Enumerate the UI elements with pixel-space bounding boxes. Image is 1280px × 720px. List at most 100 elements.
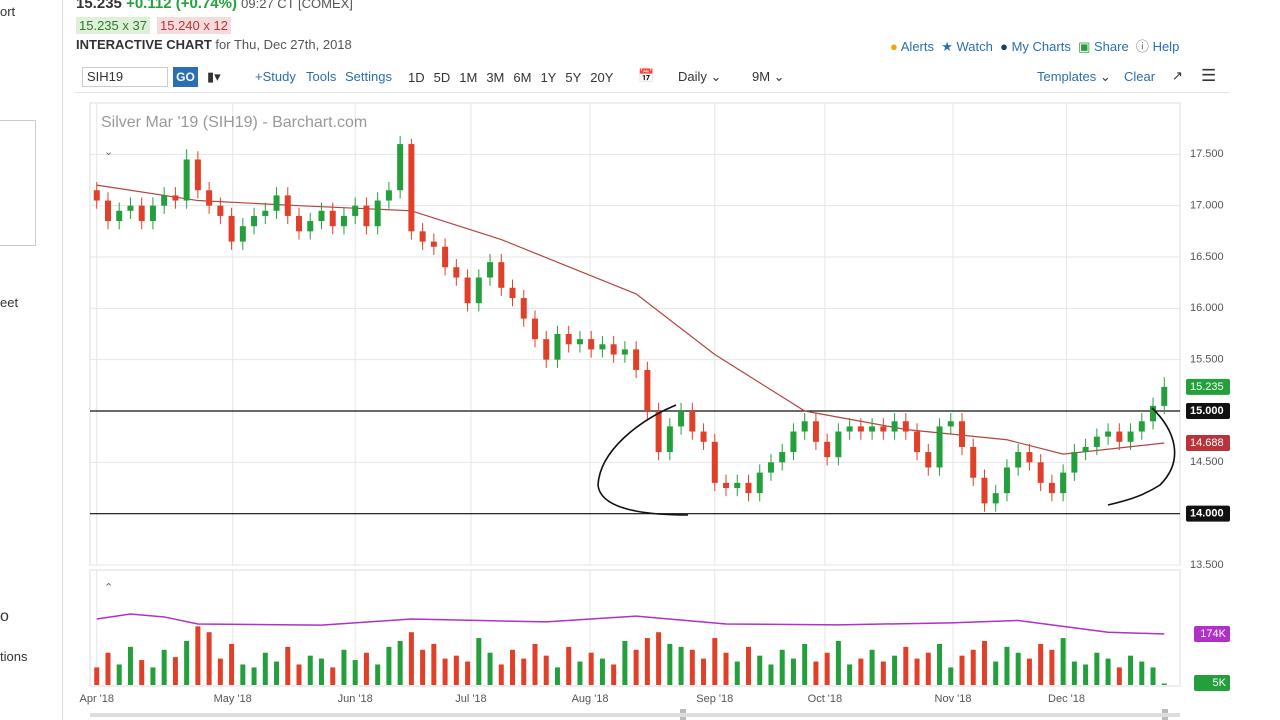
range[interactable]: 1M [459,70,478,85]
settings[interactable]: Settings [345,69,392,84]
moving-average [96,184,1165,455]
expand[interactable]: ↗ [1172,68,1183,83]
volume-bar [453,655,459,685]
x-tick-label: Jul '18 [455,693,486,705]
price-tag-label: 14.000 [1190,508,1224,520]
volume-bar [914,658,920,685]
volume-bar [262,652,268,685]
y-tick-label: 13.500 [1190,559,1224,571]
candle-body [127,205,134,211]
volume-bar [285,646,291,685]
x-tick-label: Nov '18 [935,693,972,705]
volume-bar [195,626,201,685]
candle-body [509,287,516,299]
range[interactable]: 1Y [540,70,557,85]
volume-bar [959,655,965,685]
volume-bar [1139,661,1145,685]
candle-body [812,421,819,442]
candle-body [779,452,786,463]
candle-body [194,159,201,191]
volume-bar [476,638,482,685]
link[interactable]: Help [1152,39,1180,54]
volume-bar [577,661,583,685]
change: +0.112 (+0.74%) [126,0,237,12]
volume-bar [161,649,167,685]
candle-body [374,200,381,227]
candle-body [430,241,437,247]
sidebar-item[interactable]: o [0,608,9,625]
candle-body [453,267,460,278]
sidebar-item[interactable]: tions [0,649,28,664]
candle-body [138,205,145,222]
candle-body [340,215,347,227]
link[interactable]: Alerts [900,39,934,54]
range[interactable]: 3M [486,70,505,85]
collapse[interactable]: ⌃ [104,582,113,594]
candle-body [419,231,426,242]
candle-body [397,144,404,191]
volume-bar [1094,652,1100,685]
chart-type[interactable]: ▮▾ [207,69,221,84]
volume-bar [611,664,617,685]
volume-frame [89,569,1181,687]
menu[interactable]: ☰ [1201,66,1217,85]
candle-body [835,431,842,458]
range[interactable]: 20Y [590,70,614,85]
volume-bar [386,646,392,685]
interval-label: Daily [678,69,707,84]
tools[interactable]: Tools [306,69,337,84]
volume-bar [465,661,471,685]
range[interactable]: 5Y [565,70,582,85]
go-button[interactable]: GO [173,67,198,87]
volume-bar [251,667,257,685]
volume-bar [229,643,235,685]
link[interactable]: Share [1093,39,1129,54]
candle-body [745,482,752,494]
volume-bar [116,664,122,685]
volume-bar [993,661,999,685]
candle-body [296,215,303,232]
templates[interactable]: Templates ⌄ [1037,69,1111,84]
sidebar-item[interactable]: ort [0,4,16,19]
volume-bar [588,652,594,685]
volume-bar [150,667,156,685]
volume-bar [510,649,516,685]
range[interactable]: 5D [433,70,451,85]
candle-body [363,205,370,227]
study[interactable]: +Study [255,69,296,84]
candle-body [767,462,774,473]
candle-body [1093,436,1100,447]
candle-body [104,200,111,222]
candle-body [385,190,392,201]
candle-body [217,205,224,216]
candle-body [610,344,617,355]
volume-bar [1116,667,1122,685]
price-tag [1186,378,1230,395]
period[interactable]: 9M ⌄ [752,69,785,84]
clear[interactable]: Clear [1124,69,1156,84]
candle-body [723,482,730,488]
y-tick-label: 17.000 [1190,200,1224,212]
volume-bar [363,652,369,685]
symbol-input[interactable]: SIH19 [82,67,168,87]
volume-bar [813,661,819,685]
sidebar-item[interactable]: eet [0,295,19,310]
interval[interactable]: Daily ⌄ [678,69,722,84]
link[interactable]: My Charts [1011,39,1071,54]
collapse[interactable]: ⌄ [104,146,113,158]
link[interactable]: Watch [956,39,993,54]
calendar[interactable]: 📅 [638,68,655,83]
volume-bar [408,632,414,685]
volume-bar [127,646,133,685]
candle-body [284,195,291,216]
volume-bar [1015,652,1021,685]
ask: 15.240 x 12 [157,17,231,34]
candle-body [678,411,685,427]
volume-bar [431,643,437,685]
volume-bar [824,652,830,685]
range[interactable]: 1D [408,70,425,85]
y-tick-label: 17.500 [1190,148,1224,160]
candle-body [1138,421,1145,432]
range[interactable]: 6M [513,70,532,85]
